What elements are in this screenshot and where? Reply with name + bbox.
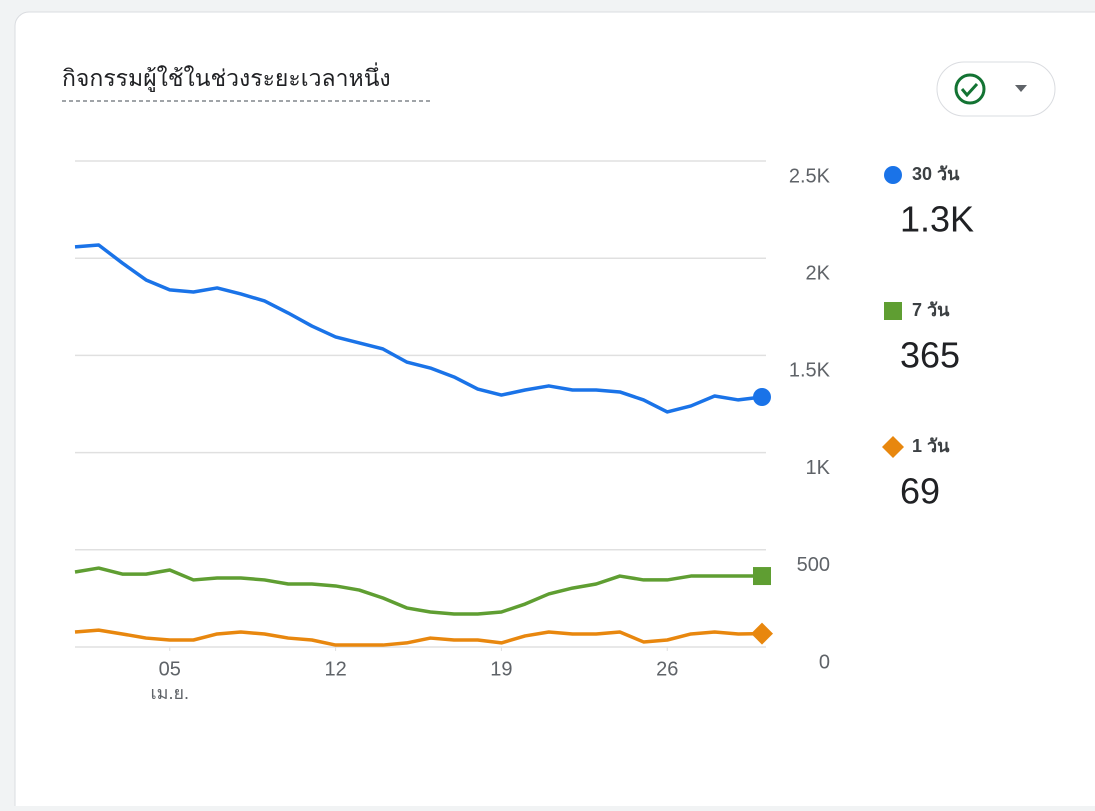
legend-marker [882, 436, 904, 458]
x-tick-label: 19 [490, 658, 512, 680]
legend-marker [884, 166, 902, 184]
legend-label: 30 วัน [912, 164, 960, 184]
legend-label: 1 วัน [912, 436, 950, 456]
legend-label: 7 วัน [912, 300, 950, 320]
y-tick-label: 2.5K [789, 165, 831, 187]
end-marker [753, 567, 771, 586]
y-tick-label: 1K [806, 457, 831, 479]
x-tick-label: 12 [324, 658, 346, 680]
end-marker [751, 622, 773, 645]
end-marker [753, 388, 771, 407]
legend-value: 69 [900, 471, 940, 512]
x-tick-label: 26 [656, 658, 678, 680]
x-sublabel: เม.ย. [150, 683, 189, 703]
legend-marker [884, 302, 902, 320]
x-tick-label: 05 [159, 658, 181, 680]
y-tick-label: 1.5K [789, 360, 831, 382]
card-bg [14, 11, 1095, 811]
series-line [74, 566, 762, 616]
series-line [74, 243, 763, 414]
y-tick-label: 500 [797, 554, 830, 576]
card-title[interactable]: กิจกรรมผู้ใช้ในช่วงระยะเวลาหนึ่ง [62, 62, 391, 92]
y-tick-label: 2K [806, 262, 831, 284]
series-line [74, 628, 763, 647]
y-tick-label: 0 [819, 651, 830, 673]
legend-value: 365 [900, 335, 960, 376]
legend-value: 1.3K [900, 199, 974, 240]
status-button[interactable] [936, 61, 1056, 117]
